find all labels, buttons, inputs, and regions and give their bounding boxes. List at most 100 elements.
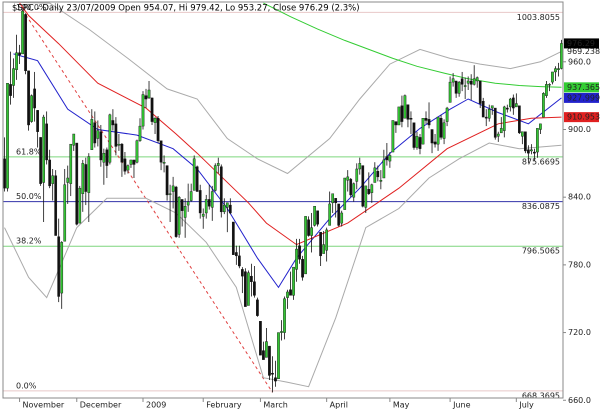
x-tick-label: May bbox=[393, 401, 410, 410]
candle-body bbox=[292, 266, 295, 296]
x-tick-label: July bbox=[518, 401, 534, 410]
candle-body bbox=[177, 196, 181, 235]
plot-area: 100.0% 1003.8055 61.8% 875.6695 50.0% 836.087… bbox=[3, 2, 563, 398]
candle-body bbox=[268, 345, 271, 376]
candle-body bbox=[346, 176, 350, 181]
candle-body bbox=[165, 165, 169, 196]
candle-body bbox=[352, 183, 356, 198]
fib-level-percent: 61.8% bbox=[16, 147, 42, 156]
candle-body bbox=[295, 248, 298, 270]
candle-body bbox=[216, 163, 220, 166]
value-box-label: 927.999 bbox=[567, 93, 600, 102]
candle-body bbox=[168, 193, 172, 195]
candle-body bbox=[186, 201, 190, 206]
candle-body bbox=[319, 231, 322, 257]
candle-body bbox=[33, 88, 36, 109]
candle-body bbox=[325, 229, 329, 251]
candle-body bbox=[156, 118, 160, 141]
candle-body bbox=[412, 122, 416, 148]
candle-body bbox=[388, 155, 392, 162]
candle-body bbox=[463, 85, 467, 87]
candle-body bbox=[551, 71, 554, 83]
candle-body bbox=[283, 298, 286, 333]
candle-body bbox=[442, 122, 446, 139]
candle-body bbox=[511, 97, 515, 109]
candle-body bbox=[207, 199, 211, 207]
x-tick-label: 2009 bbox=[146, 401, 166, 410]
candle-body bbox=[496, 133, 500, 137]
candle-body bbox=[493, 107, 497, 138]
candle-body bbox=[524, 131, 527, 152]
candle-body bbox=[484, 116, 488, 119]
candle-body bbox=[358, 163, 362, 170]
candle-body bbox=[557, 68, 560, 70]
candle-body bbox=[337, 203, 341, 226]
candle-body bbox=[355, 168, 359, 182]
candle-body bbox=[123, 158, 127, 172]
candle-body bbox=[469, 80, 473, 85]
value-box bbox=[564, 82, 599, 93]
candle-body bbox=[51, 175, 55, 184]
candle-body bbox=[250, 275, 253, 282]
candle-body bbox=[195, 166, 199, 192]
candle-body bbox=[424, 118, 428, 121]
y-tick-label: 660.0 bbox=[568, 396, 591, 405]
candle-body bbox=[478, 80, 482, 104]
candle-body bbox=[198, 190, 202, 214]
candle-body bbox=[117, 143, 121, 146]
candle-body bbox=[430, 129, 434, 144]
candle-body bbox=[382, 159, 386, 179]
y-tick-label: 720.0 bbox=[568, 328, 591, 337]
fib-level-value: 836.0875 bbox=[522, 202, 560, 211]
overlay-end-label: 969.238 bbox=[567, 47, 600, 56]
candle-body bbox=[228, 204, 232, 214]
candle-body bbox=[253, 281, 256, 296]
x-tick-label: March bbox=[263, 401, 287, 410]
candle-body bbox=[48, 159, 52, 187]
candle-body bbox=[397, 106, 401, 126]
y-tick-label: 960.0 bbox=[568, 57, 591, 66]
candle-body bbox=[244, 271, 247, 307]
candle-body bbox=[403, 95, 407, 119]
candle-body bbox=[231, 221, 235, 255]
value-box-label: 910.953 bbox=[567, 113, 600, 122]
candle-body bbox=[96, 130, 100, 139]
candle-body bbox=[126, 165, 130, 171]
candle-body bbox=[310, 227, 313, 236]
x-tick-label: February bbox=[206, 401, 242, 410]
candle-body bbox=[307, 219, 310, 236]
candle-body bbox=[15, 52, 18, 70]
candle-body bbox=[225, 202, 229, 208]
candle-body bbox=[132, 159, 136, 165]
candle-body bbox=[111, 120, 115, 126]
candle-body bbox=[530, 149, 533, 152]
candle-body bbox=[448, 81, 452, 103]
fib-trend-line bbox=[22, 9, 273, 393]
candle-body bbox=[129, 159, 133, 165]
candle-body bbox=[487, 108, 491, 119]
candle-body bbox=[204, 199, 208, 214]
candle-body bbox=[502, 106, 506, 131]
overlay-line bbox=[13, 53, 562, 289]
candle-body bbox=[460, 78, 464, 85]
value-box-label: 937.365 bbox=[567, 83, 600, 92]
candle-body bbox=[391, 120, 395, 153]
candle-body bbox=[518, 105, 521, 134]
fib-level-percent: 100.0% bbox=[16, 3, 47, 12]
candle-body bbox=[400, 105, 404, 122]
x-tick-label: June bbox=[452, 401, 471, 410]
candle-body bbox=[445, 107, 449, 122]
candle-body bbox=[63, 184, 67, 242]
candle-body bbox=[298, 245, 301, 260]
candle-body bbox=[457, 81, 461, 94]
candle-body bbox=[81, 163, 85, 194]
candle-body bbox=[153, 118, 157, 123]
candle-body bbox=[72, 133, 76, 146]
candle-body bbox=[364, 185, 368, 208]
y-tick-label: 780.0 bbox=[568, 260, 591, 269]
candle-body bbox=[84, 164, 88, 192]
candle-body bbox=[99, 131, 103, 161]
value-box bbox=[564, 112, 599, 123]
candle-body bbox=[409, 118, 413, 120]
